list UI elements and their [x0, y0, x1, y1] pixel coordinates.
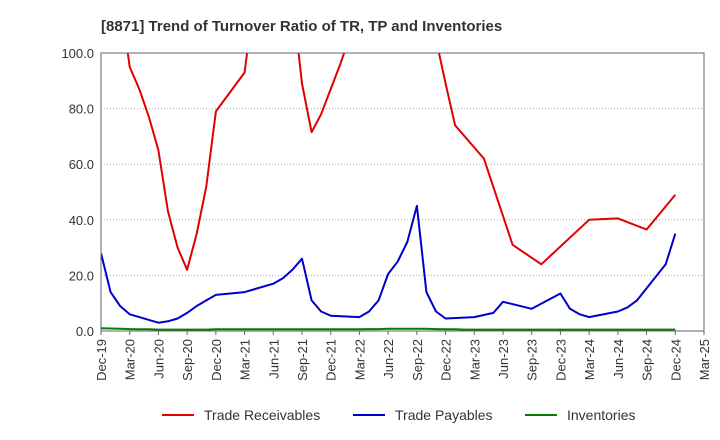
legend-label: Trade Payables: [395, 407, 493, 423]
x-tick-label: Jun-23: [496, 339, 511, 379]
chart-title: [8871] Trend of Turnover Ratio of TR, TP…: [101, 18, 502, 35]
x-tick-label: Mar-22: [352, 339, 367, 380]
series-lines: [101, 53, 677, 331]
x-tick-label: Sep-22: [410, 339, 425, 381]
y-tick-label: 60.0: [69, 157, 94, 172]
series-line-1: [101, 204, 677, 324]
x-tick-label: Sep-24: [640, 339, 655, 381]
x-tick-label: Dec-21: [324, 339, 339, 381]
x-tick-label: Mar-24: [582, 339, 597, 380]
x-tick-label: Dec-20: [209, 339, 224, 381]
x-tick-label: Jun-20: [151, 339, 166, 379]
y-tick-label: 0.0: [76, 324, 94, 339]
x-tick-label: Jun-24: [611, 339, 626, 379]
x-tick-label: Sep-23: [525, 339, 540, 381]
y-tick-label: 40.0: [69, 213, 94, 228]
x-tick-label: Dec-23: [553, 339, 568, 381]
x-tick-label: Jun-21: [266, 339, 281, 379]
x-tick-label: Mar-25: [697, 339, 712, 380]
x-tick-label: Dec-24: [668, 339, 683, 381]
plot-area-frame: [100, 52, 705, 332]
legend-label: Trade Receivables: [204, 407, 320, 423]
y-tick-label: 80.0: [69, 102, 94, 117]
x-tick-label: Sep-21: [295, 339, 310, 381]
x-tick-label: Sep-20: [180, 339, 195, 381]
x-tick-label: Jun-22: [381, 339, 396, 379]
legend-label: Inventories: [567, 407, 635, 423]
x-axis-ticks: Dec-19 Mar-20 Jun-20 Sep-20 Dec-20 Mar-21 Jun-…: [94, 331, 712, 381]
y-axis-ticks: 0.0 20.0 40.0 60.0 80.0 100.0: [61, 46, 94, 339]
series-line-2: [101, 327, 676, 331]
x-tick-label: Dec-22: [439, 339, 454, 381]
x-tick-label: Dec-19: [94, 339, 109, 381]
y-tick-label: 100.0: [61, 46, 94, 61]
x-tick-label: Mar-23: [467, 339, 482, 380]
x-tick-label: Mar-20: [123, 339, 138, 380]
legend: Trade Receivables Trade Payables Inventori…: [162, 407, 635, 423]
x-tick-label: Mar-21: [238, 339, 253, 380]
y-tick-label: 20.0: [69, 268, 94, 283]
series-line-0: [126, 53, 677, 271]
